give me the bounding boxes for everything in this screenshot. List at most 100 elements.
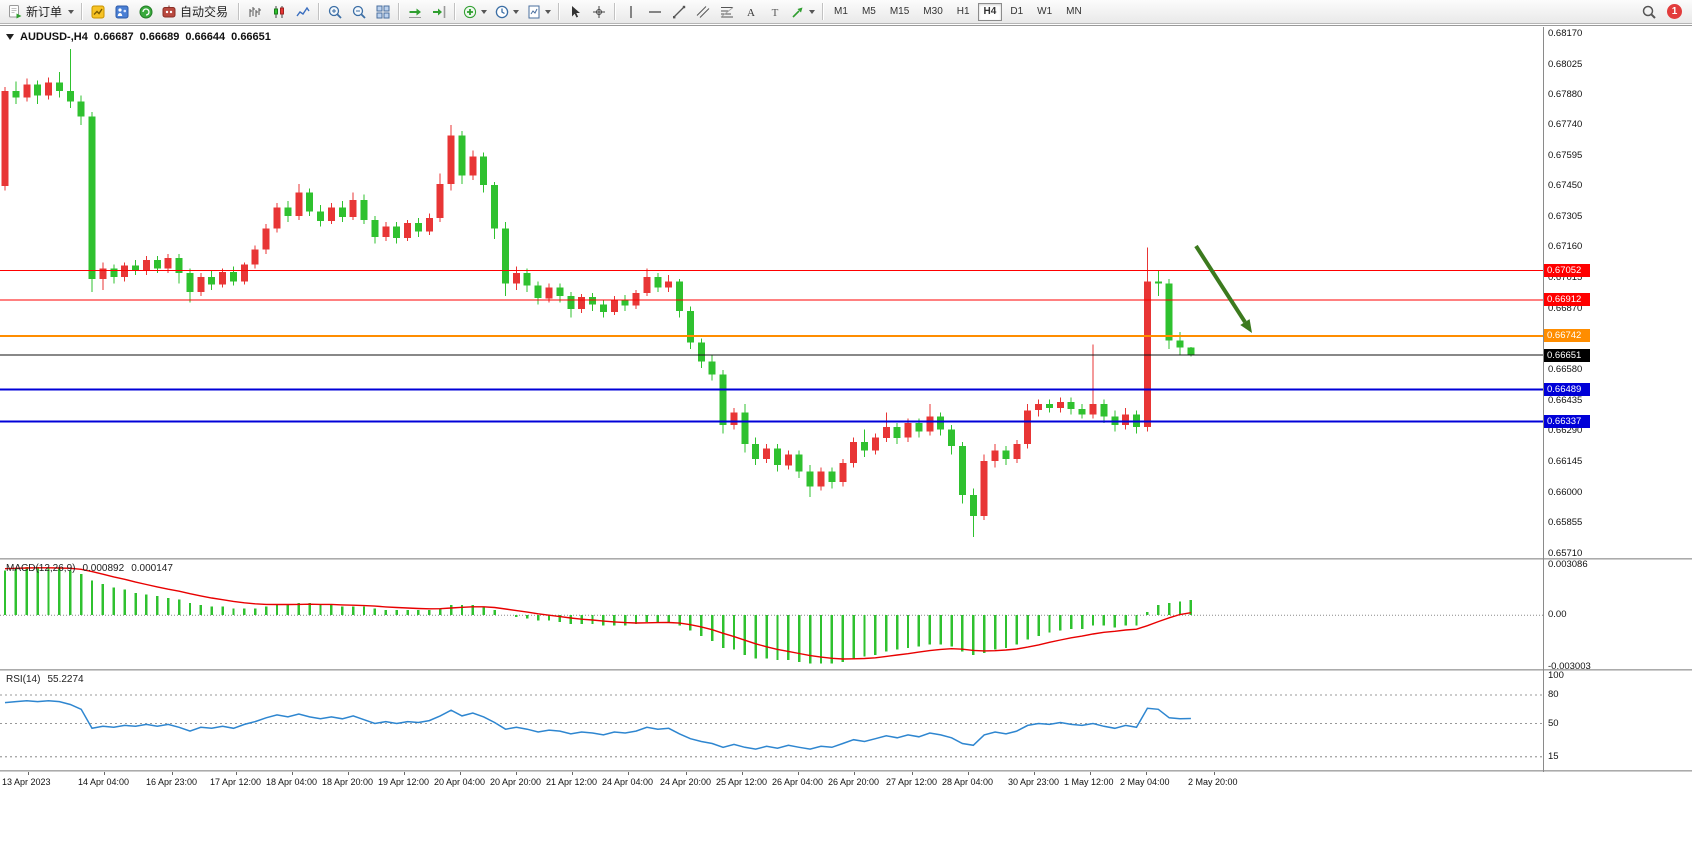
tile-windows-button[interactable] xyxy=(371,1,394,22)
time-tick-label: 24 Apr 04:00 xyxy=(602,777,654,787)
one-click-trading-toggle[interactable] xyxy=(6,34,14,40)
time-tick-label: 18 Apr 04:00 xyxy=(266,777,318,787)
timeframe-w1[interactable]: W1 xyxy=(1031,3,1058,21)
horizontal-line-button[interactable] xyxy=(643,1,666,22)
toolbar-separator xyxy=(81,3,83,20)
svg-text:A: A xyxy=(747,7,755,19)
time-tick-mark xyxy=(348,772,349,775)
timeframe-d1[interactable]: D1 xyxy=(1004,3,1029,21)
autotrading-button[interactable]: 自动交易 xyxy=(158,1,234,22)
time-tick-mark xyxy=(28,772,29,775)
market-watch-button[interactable] xyxy=(86,1,109,22)
timeframe-m15[interactable]: M15 xyxy=(884,3,915,21)
new-order-button[interactable]: 新订单 xyxy=(4,1,77,22)
price-tick-label: 0.66290 xyxy=(1548,425,1583,437)
price-tick-label: 0.67450 xyxy=(1548,180,1583,192)
templates-button[interactable] xyxy=(523,1,554,22)
vertical-line-button[interactable] xyxy=(619,1,642,22)
fibonacci-button[interactable] xyxy=(715,1,738,22)
timeframe-h4[interactable]: H4 xyxy=(977,2,1003,21)
time-tick-mark xyxy=(1034,772,1035,775)
toolbar-separator xyxy=(238,3,240,20)
crosshair-button[interactable] xyxy=(587,1,610,22)
notification-badge[interactable]: 1 xyxy=(1667,4,1682,19)
timeframe-m1[interactable]: M1 xyxy=(828,3,854,21)
timeframe-mn[interactable]: MN xyxy=(1060,3,1088,21)
timeframe-m5[interactable]: M5 xyxy=(856,3,882,21)
time-tick-mark xyxy=(968,772,969,775)
price-tick-label: 0.65710 xyxy=(1548,548,1583,559)
templates-icon xyxy=(528,5,540,18)
annotation-arrow[interactable] xyxy=(1194,244,1252,333)
search-button[interactable] xyxy=(1637,1,1660,22)
timeframe-m30[interactable]: M30 xyxy=(917,3,948,21)
text-button[interactable]: A xyxy=(739,1,762,22)
time-tick-mark xyxy=(912,772,913,775)
toolbar-separator xyxy=(614,3,616,20)
price-tick-label: 0.67740 xyxy=(1548,118,1583,130)
equidistant-channel-button[interactable] xyxy=(691,1,714,22)
periods-button[interactable] xyxy=(491,1,522,22)
time-tick-label: 26 Apr 20:00 xyxy=(828,777,880,787)
fibonacci-icon xyxy=(720,6,733,17)
auto-scroll-icon xyxy=(408,8,421,18)
rsi-scale[interactable]: 100 80 50 15 xyxy=(1544,671,1692,770)
chart-shift-button[interactable] xyxy=(427,1,450,22)
time-tick-label: 2 May 20:00 xyxy=(1188,777,1238,787)
bar-chart-button[interactable] xyxy=(243,1,266,22)
navigator-button[interactable] xyxy=(110,1,133,22)
time-tick-mark xyxy=(1090,772,1091,775)
price-scale[interactable]: 0.68170 0.68025 0.67880 0.67740 0.67595 0.674… xyxy=(1544,27,1692,559)
time-axis[interactable]: 13 Apr 2023 14 Apr 04:00 16 Apr 23:00 17 Ap… xyxy=(0,772,1692,794)
rsi-tick-label: 100 xyxy=(1548,670,1564,681)
trendline-button[interactable] xyxy=(667,1,690,22)
equidistant-channel-icon xyxy=(696,5,709,18)
macd-scale[interactable]: 0.003086 0.00 -0.003003 xyxy=(1544,560,1692,672)
price-tick-label: 0.67880 xyxy=(1548,89,1583,101)
zoom-out-button[interactable] xyxy=(347,1,370,22)
arrows-icon xyxy=(792,7,803,18)
price-tick-label: 0.68170 xyxy=(1548,28,1583,39)
arrows-button[interactable] xyxy=(787,1,818,22)
time-tick-label: 27 Apr 12:00 xyxy=(886,777,938,787)
line-chart-icon xyxy=(295,6,310,16)
candlestick-chart-button[interactable] xyxy=(267,1,290,22)
time-tick-mark xyxy=(104,772,105,775)
autotrading-label: 自动交易 xyxy=(180,5,229,19)
macd-signal-line xyxy=(4,567,1192,660)
zoom-in-button[interactable] xyxy=(323,1,346,22)
rsi-value: 55.2274 xyxy=(47,674,84,685)
time-tick-label: 20 Apr 20:00 xyxy=(490,777,542,787)
line-chart-button[interactable] xyxy=(291,1,314,22)
price-tick-label: 0.65855 xyxy=(1548,517,1583,529)
indicators-button[interactable] xyxy=(459,1,490,22)
text-icon: A xyxy=(747,7,755,19)
macd-canvas[interactable] xyxy=(0,560,1543,669)
auto-scroll-button[interactable] xyxy=(403,1,426,22)
market-watch-icon xyxy=(91,5,105,18)
cursor-button[interactable] xyxy=(563,1,586,22)
bar-chart-icon xyxy=(249,6,261,17)
toolbar-separator xyxy=(822,3,824,20)
timeframe-h1[interactable]: H1 xyxy=(951,3,976,21)
new-order-label: 新订单 xyxy=(26,5,63,19)
panel-separator[interactable] xyxy=(0,558,1692,560)
rsi-tick-label: 15 xyxy=(1548,750,1559,762)
chart-low-value: 0.66644 xyxy=(185,31,226,43)
indicators-icon xyxy=(463,5,477,18)
terminal-button[interactable] xyxy=(134,1,157,22)
price-tick-label: 0.66435 xyxy=(1548,394,1583,406)
timeframe-group: M1 M5 M15 M30 H1 H4 D1 W1 MN xyxy=(827,2,1089,21)
hline-price-tag: 0.66337 xyxy=(1544,414,1590,428)
hline-price-tag: 0.66489 xyxy=(1544,382,1590,396)
vertical-line-icon xyxy=(629,5,632,18)
macd-main-value: 0.000892 xyxy=(82,563,125,574)
time-tick-mark xyxy=(686,772,687,775)
time-tick-label: 16 Apr 23:00 xyxy=(146,777,198,787)
price-chart-canvas[interactable] xyxy=(0,27,1543,558)
panel-separator[interactable] xyxy=(0,669,1692,671)
price-tick-label: 0.67595 xyxy=(1548,149,1583,161)
time-tick-label: 20 Apr 04:00 xyxy=(434,777,486,787)
rsi-canvas[interactable] xyxy=(0,671,1543,770)
text-label-button[interactable]: T xyxy=(763,1,786,22)
